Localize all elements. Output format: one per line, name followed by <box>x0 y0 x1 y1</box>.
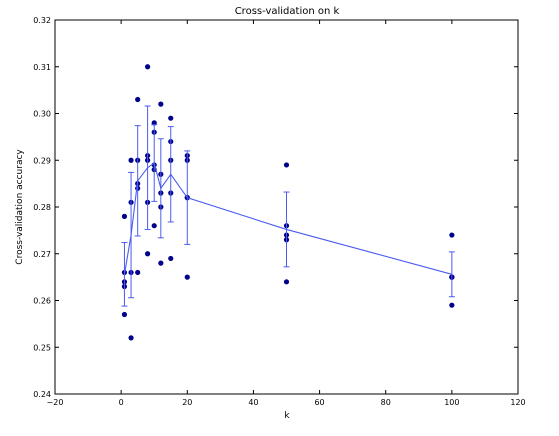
axis-ticks <box>54 19 519 395</box>
trend-line <box>123 162 453 275</box>
data-point <box>449 232 455 238</box>
y-tick-label: 0.25 <box>33 343 51 352</box>
data-point <box>168 115 174 121</box>
x-tick-label: 40 <box>248 398 258 407</box>
data-point <box>283 279 290 285</box>
data-points <box>121 64 455 341</box>
y-tick-label: 0.27 <box>33 250 51 259</box>
data-point <box>145 251 151 257</box>
y-tick-label: 0.29 <box>33 156 51 165</box>
data-point <box>184 274 190 280</box>
x-tick-label: 120 <box>510 398 525 407</box>
y-tick-label: 0.31 <box>33 63 51 72</box>
trend-series <box>121 105 455 307</box>
data-point <box>283 162 290 168</box>
x-tick-label: 20 <box>182 398 192 407</box>
data-point <box>135 96 141 103</box>
data-point <box>145 64 151 70</box>
x-tick-label: 0 <box>119 398 124 407</box>
data-point <box>449 302 455 308</box>
data-point <box>151 223 157 229</box>
x-tick-label: 60 <box>314 398 324 407</box>
data-point <box>135 269 141 276</box>
y-tick-label: 0.28 <box>33 203 51 212</box>
data-point <box>158 260 164 266</box>
data-point <box>128 335 134 341</box>
data-point <box>121 311 128 318</box>
x-tick-labels: −20 0 20 40 60 80 100 120 <box>47 398 526 407</box>
data-point <box>128 157 134 163</box>
data-point <box>168 255 174 262</box>
chart-title: Cross-validation on k <box>235 6 340 17</box>
y-tick-label: 0.24 <box>33 390 51 399</box>
y-tick-label: 0.32 <box>33 16 51 25</box>
x-tick-label: 80 <box>381 398 391 407</box>
x-tick-label: −20 <box>47 398 64 407</box>
data-point <box>151 120 157 126</box>
y-axis-label: Cross-validation accuracy <box>15 149 25 265</box>
x-axis-label: k <box>284 411 290 421</box>
x-tick-label: 100 <box>444 398 459 407</box>
y-tick-label: 0.30 <box>33 110 51 119</box>
data-point <box>158 101 164 107</box>
data-point <box>121 213 128 219</box>
y-tick-label: 0.26 <box>33 297 51 306</box>
y-tick-labels: 0.24 0.25 0.26 0.27 0.28 0.29 0.30 0.31 0.32 <box>33 16 51 399</box>
